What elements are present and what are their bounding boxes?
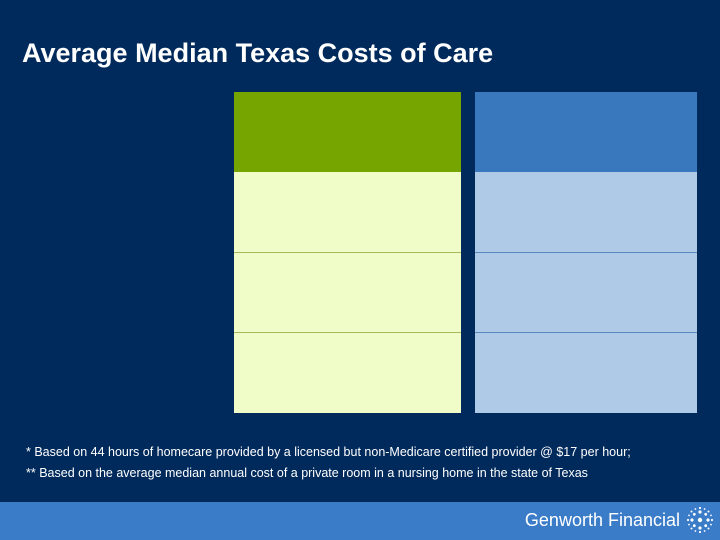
footnote-homecare: * Based on 44 hours of homecare provided… [26,445,631,459]
homecare-row-2 [234,252,461,333]
nursing-home-row-1 [475,172,697,252]
nursing-home-row-3 [475,332,697,413]
brand-logo: Genworth Financial [525,506,714,534]
nursing-home-column-header [475,92,697,172]
slide-title: Average Median Texas Costs of Care [22,38,494,68]
homecare-row-1 [234,172,461,252]
homecare-column-header [234,92,461,172]
footnotes: * Based on 44 hours of homecare provided… [26,445,696,480]
footnote-nursing-home: ** Based on the average median annual co… [26,466,588,480]
nursing-home-row-2 [475,252,697,333]
brand-name: Genworth Financial [524,509,680,530]
genworth-sunburst-icon [686,506,714,534]
homecare-row-3 [234,332,461,413]
footer-bar: Genworth Financial [0,502,720,540]
homecare-column [234,92,461,413]
nursing-home-column [475,92,697,413]
